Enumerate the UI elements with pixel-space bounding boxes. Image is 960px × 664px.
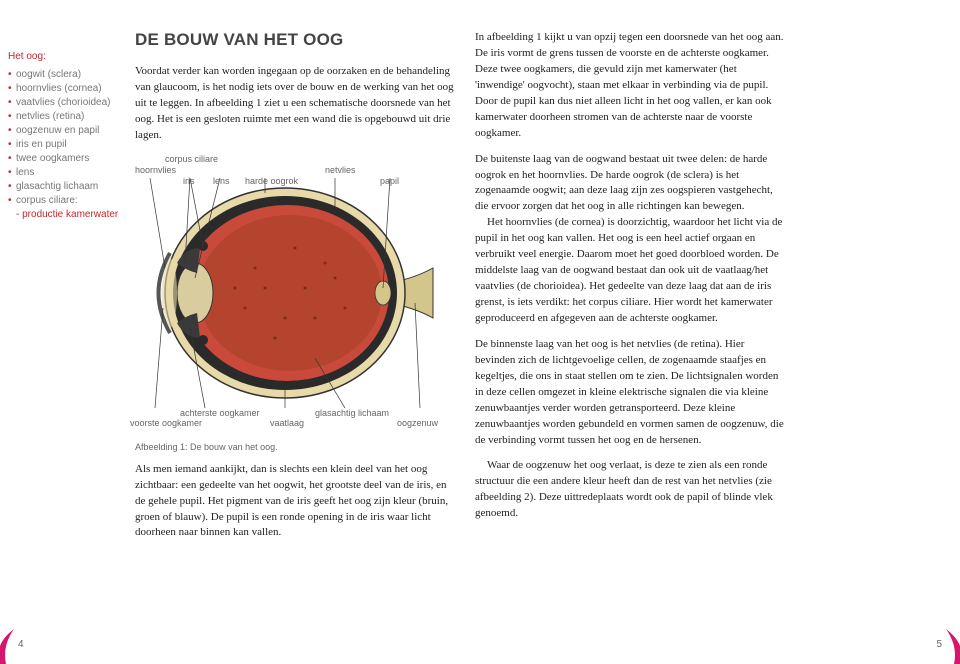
- page-number-left: 4: [18, 639, 24, 650]
- label-harde-oogrok: harde oogrok: [245, 176, 298, 186]
- label-oogzenuw: oogzenuw: [397, 418, 438, 428]
- label-vaatlaag: vaatlaag: [270, 418, 304, 428]
- page-spread: Het oog: oogwit (sclera) hoornvlies (cor…: [0, 0, 960, 664]
- sidebar-item: oogzenuw en papil: [8, 124, 127, 138]
- sidebar-subitem: productie kamerwater: [8, 208, 127, 222]
- right-p4: Waar de oogzenuw het oog verlaat, is dez…: [475, 458, 785, 522]
- left-column: DE BOUW VAN HET OOG Voordat verder kan w…: [135, 30, 455, 664]
- sidebar-item: lens: [8, 166, 127, 180]
- eye-figure: corpus ciliare hoornvlies iris lens hard…: [135, 154, 435, 432]
- label-voorste-oogkamer: voorste oogkamer: [130, 418, 202, 428]
- eye-diagram-svg: [135, 178, 435, 408]
- sidebar-heading: Het oog:: [8, 50, 127, 64]
- sidebar-item: glasachtig lichaam: [8, 180, 127, 194]
- main-content: DE BOUW VAN HET OOG Voordat verder kan w…: [135, 0, 960, 664]
- figure-bottom-labels: voorste oogkamer achterste oogkamer vaat…: [135, 408, 435, 432]
- label-hoornvlies: hoornvlies: [135, 165, 176, 175]
- figure-caption: Afbeelding 1: De bouw van het oog.: [135, 442, 455, 452]
- sidebar-item: corpus ciliare:: [8, 194, 127, 208]
- right-p1: In afbeelding 1 kijkt u van opzij tegen …: [475, 30, 785, 142]
- right-p3: De binnenste laag van het oog is het net…: [475, 337, 785, 449]
- intro-paragraph: Voordat verder kan worden ingegaan op de…: [135, 64, 455, 144]
- sidebar-item: netvlies (retina): [8, 110, 127, 124]
- swoosh-right-icon: [926, 624, 960, 664]
- swoosh-left-icon: [0, 624, 34, 664]
- label-achterste-oogkamer: achterste oogkamer: [180, 408, 260, 418]
- label-glasachtig-lichaam: glasachtig lichaam: [315, 408, 389, 418]
- page-number-right: 5: [936, 639, 942, 650]
- label-iris: iris: [183, 176, 195, 186]
- sidebar-item: oogwit (sclera): [8, 68, 127, 82]
- label-corpus-ciliare: corpus ciliare: [165, 154, 218, 164]
- right-p2: De buitenste laag van de oogwand bestaat…: [475, 152, 785, 327]
- vitreous: [198, 215, 382, 371]
- sidebar-item: vaatvlies (chorioidea): [8, 96, 127, 110]
- sidebar-item: twee oogkamers: [8, 152, 127, 166]
- ciliary-bottom: [198, 335, 208, 345]
- sidebar-item: hoornvlies (cornea): [8, 82, 127, 96]
- label-papil: papil: [380, 176, 399, 186]
- sidebar-list: oogwit (sclera) hoornvlies (cornea) vaat…: [8, 68, 127, 222]
- label-lens: lens: [213, 176, 230, 186]
- sidebar-item: iris en pupil: [8, 138, 127, 152]
- figure-top-labels: corpus ciliare hoornvlies iris lens hard…: [135, 154, 435, 178]
- paragraph-after-figure: Als men iemand aankijkt, dan is slechts …: [135, 462, 455, 542]
- page-title: DE BOUW VAN HET OOG: [135, 30, 455, 50]
- right-column: In afbeelding 1 kijkt u van opzij tegen …: [475, 30, 785, 664]
- label-netvlies: netvlies: [325, 165, 356, 175]
- sidebar: Het oog: oogwit (sclera) hoornvlies (cor…: [0, 0, 135, 664]
